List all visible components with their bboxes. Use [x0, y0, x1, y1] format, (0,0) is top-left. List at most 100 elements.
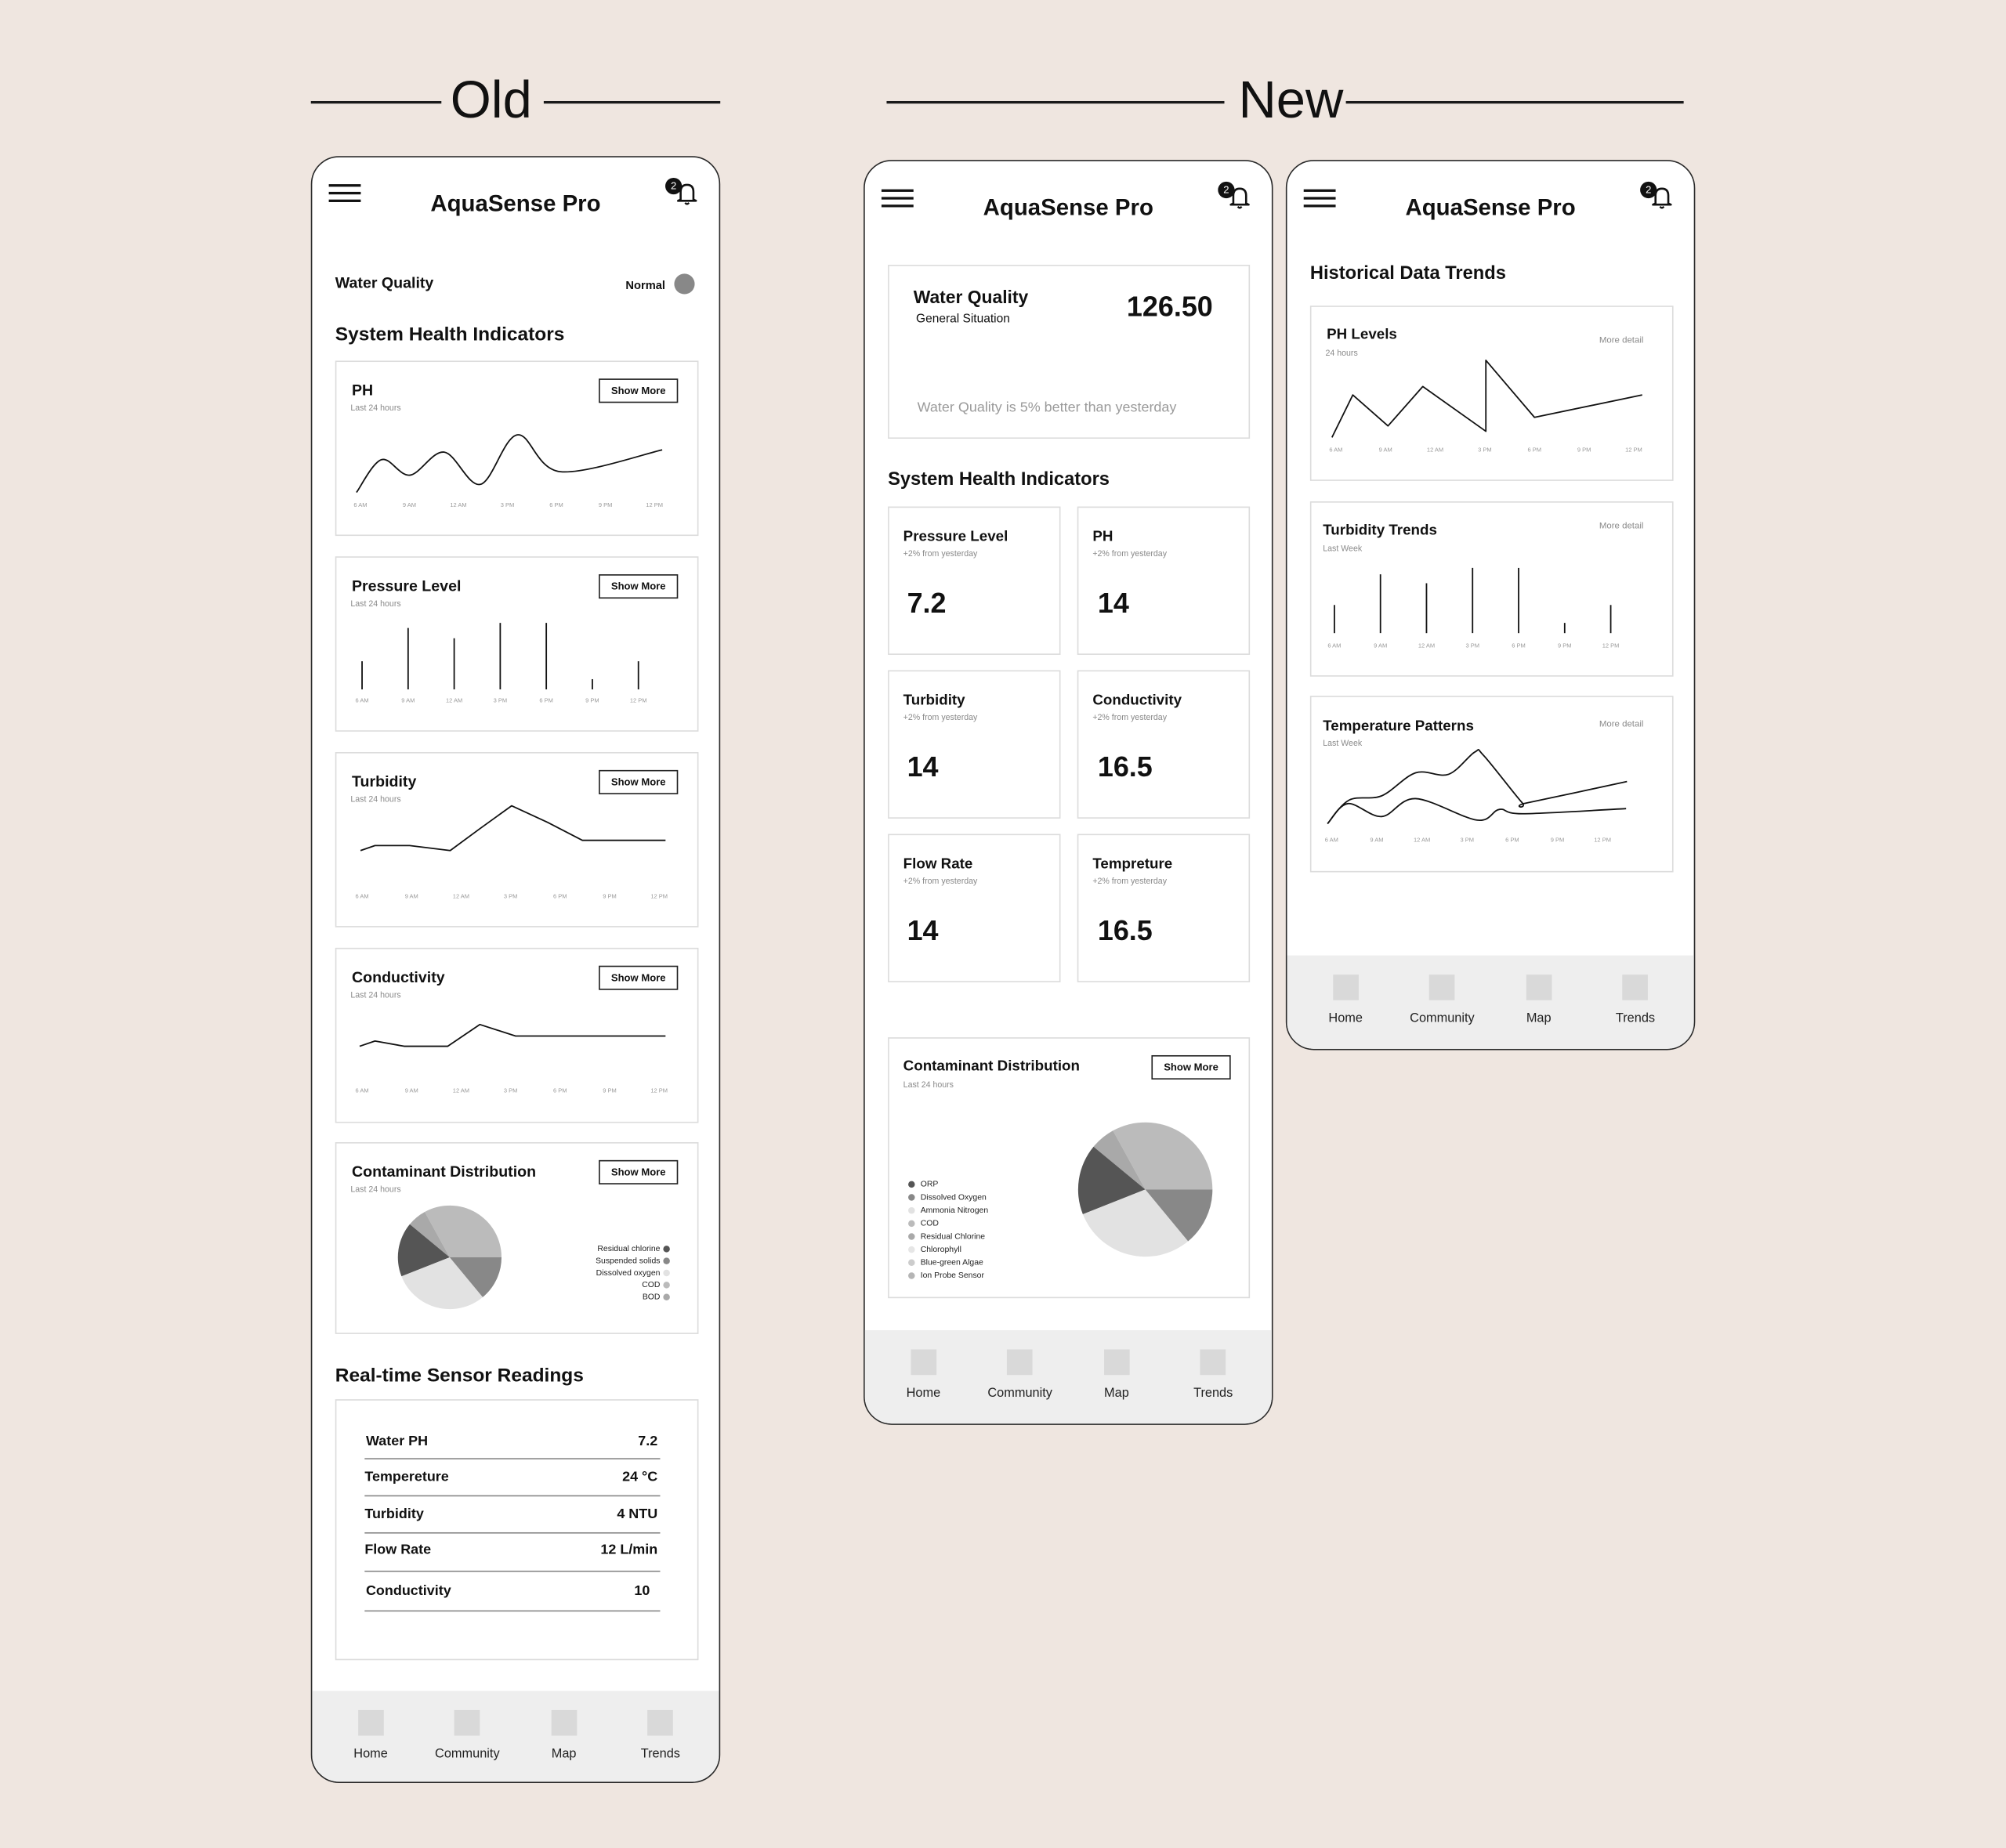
card-subtitle: Last Week	[1323, 739, 1363, 749]
show-more-button[interactable]: Show More	[1151, 1054, 1231, 1080]
row-divider	[364, 1610, 661, 1612]
card-title: PH	[351, 381, 374, 400]
map-icon	[551, 1709, 577, 1736]
nav-label: Community	[987, 1386, 1052, 1401]
nav-label: Home	[353, 1747, 388, 1762]
metric-card-turbidity[interactable]: Turbidity +2% from yesterday 14	[888, 670, 1061, 819]
notification-badge: 2	[1640, 181, 1657, 199]
map-icon	[1103, 1349, 1130, 1376]
water-quality-score: 126.50	[1126, 290, 1213, 323]
card-subtitle: Last 24 hours	[350, 403, 401, 414]
metric-title: PH	[1092, 529, 1113, 545]
menu-icon[interactable]	[1303, 189, 1336, 208]
metric-card-ph[interactable]: PH +2% from yesterday 14	[1077, 506, 1251, 655]
old-phone-screen: AquaSense Pro 2 Water Quality Normal Sys…	[310, 156, 721, 1783]
divider-line	[1345, 100, 1684, 103]
card-subtitle: 24 hours	[1325, 349, 1358, 359]
nav-home[interactable]: Home	[1298, 956, 1394, 1049]
reading-value: 24 °C	[622, 1469, 658, 1485]
more-detail-link[interactable]: More detail	[1599, 720, 1644, 729]
nav-label: Home	[1328, 1011, 1363, 1026]
metric-card-temperature[interactable]: Tempreture +2% from yesterday 16.5	[1077, 834, 1251, 982]
notification-badge: 2	[665, 177, 683, 195]
metric-title: Tempreture	[1092, 856, 1173, 873]
row-divider	[364, 1495, 661, 1497]
nav-community[interactable]: Community	[1394, 956, 1490, 1049]
nav-label: Map	[1526, 1011, 1552, 1026]
ph-levels-card: PH Levels 24 hours More detail	[1309, 306, 1674, 481]
nav-label: Community	[435, 1747, 500, 1762]
nav-trends[interactable]: Trends	[612, 1691, 708, 1781]
nav-map[interactable]: Map	[1490, 956, 1587, 1049]
nav-home[interactable]: Home	[875, 1330, 972, 1423]
home-icon	[1332, 975, 1359, 1000]
metric-card-flow-rate[interactable]: Flow Rate +2% from yesterday 14	[888, 834, 1061, 982]
nav-label: Map	[551, 1747, 577, 1762]
app-title: AquaSense Pro	[983, 194, 1153, 220]
reading-value: 4 NTU	[617, 1506, 658, 1522]
ph-card: PH Last 24 hours Show More	[335, 360, 699, 537]
metric-change: +2% from yesterday	[903, 714, 978, 723]
trends-icon	[1622, 975, 1649, 1000]
show-more-button[interactable]: Show More	[599, 965, 679, 990]
bottom-nav: Home Community Map Trends	[312, 1691, 719, 1782]
card-title: Turbidity	[351, 772, 417, 791]
app-title: AquaSense Pro	[430, 190, 601, 216]
sensor-readings-table: Water PH 7.2 Tempereture 24 °C Turbidity…	[335, 1399, 699, 1661]
nav-label: Trends	[1615, 1011, 1656, 1026]
nav-trends[interactable]: Trends	[1165, 1330, 1262, 1423]
more-detail-link[interactable]: More detail	[1599, 336, 1644, 345]
sensor-readings-title: Real-time Sensor Readings	[335, 1365, 584, 1387]
reading-label: Tempereture	[364, 1469, 449, 1485]
system-health-title: System Health Indicators	[335, 324, 565, 345]
show-more-button[interactable]: Show More	[599, 574, 679, 599]
metric-title: Pressure Level	[903, 529, 1008, 545]
metric-card-conductivity[interactable]: Conductivity +2% from yesterday 16.5	[1077, 670, 1251, 819]
new-home-screen: AquaSense Pro 2 Water Quality General Si…	[864, 160, 1273, 1425]
card-subtitle: Last Week	[1323, 544, 1363, 554]
nav-home[interactable]: Home	[322, 1691, 418, 1781]
reading-value: 7.2	[638, 1434, 658, 1449]
more-detail-link[interactable]: More detail	[1599, 522, 1644, 531]
metric-title: Conductivity	[1092, 693, 1182, 709]
metric-change: +2% from yesterday	[1092, 877, 1167, 887]
nav-map[interactable]: Map	[1068, 1330, 1164, 1423]
old-heading: Old	[450, 70, 532, 129]
card-title: Conductivity	[351, 967, 445, 986]
card-title: Pressure Level	[351, 577, 462, 595]
turbidity-trends-card: Turbidity Trends Last Week More detail	[1309, 501, 1674, 677]
show-more-button[interactable]: Show More	[599, 1159, 679, 1184]
metric-card-pressure-level[interactable]: Pressure Level +2% from yesterday 7.2	[888, 506, 1061, 655]
reading-label: Water PH	[365, 1434, 429, 1449]
nav-community[interactable]: Community	[419, 1691, 516, 1781]
nav-label: Trends	[640, 1747, 680, 1762]
divider-line	[886, 100, 1225, 103]
card-subtitle: Last 24 hours	[350, 991, 401, 1000]
card-title: Turbidity Trends	[1323, 523, 1437, 539]
nav-trends[interactable]: Trends	[1587, 956, 1683, 1049]
nav-map[interactable]: Map	[516, 1691, 612, 1781]
reading-label: Flow Rate	[364, 1542, 432, 1558]
new-trends-screen: AquaSense Pro 2 Historical Data Trends P…	[1285, 160, 1696, 1051]
historical-trends-title: Historical Data Trends	[1309, 263, 1506, 284]
community-icon	[454, 1709, 480, 1736]
card-title: Temperature Patterns	[1323, 718, 1474, 735]
contaminant-card: Contaminant Distribution Last 24 hours S…	[335, 1142, 699, 1334]
metric-value: 14	[1097, 587, 1129, 620]
notification-badge: 2	[1218, 181, 1235, 199]
menu-icon[interactable]	[328, 184, 361, 202]
app-title: AquaSense Pro	[1405, 194, 1576, 220]
new-heading: New	[1238, 70, 1344, 129]
show-more-button[interactable]: Show More	[599, 769, 679, 794]
turbidity-card: Turbidity Last 24 hours Show More	[335, 752, 699, 928]
row-divider	[364, 1570, 661, 1572]
nav-label: Trends	[1193, 1386, 1233, 1401]
row-divider	[364, 1532, 661, 1534]
nav-community[interactable]: Community	[972, 1330, 1068, 1423]
water-quality-label: Water Quality	[335, 273, 434, 292]
metric-title: Turbidity	[903, 693, 965, 709]
water-quality-title: Water Quality	[913, 286, 1029, 307]
show-more-button[interactable]: Show More	[599, 378, 679, 403]
menu-icon[interactable]	[881, 189, 914, 208]
